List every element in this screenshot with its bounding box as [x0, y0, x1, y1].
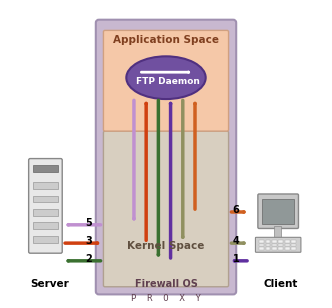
Bar	[262, 199, 294, 224]
Bar	[33, 222, 58, 229]
Text: Server: Server	[31, 279, 69, 289]
Text: 2: 2	[86, 254, 92, 264]
FancyBboxPatch shape	[258, 194, 298, 229]
Text: Application Space: Application Space	[113, 34, 219, 45]
Text: FTP Daemon: FTP Daemon	[135, 77, 200, 86]
FancyBboxPatch shape	[96, 20, 236, 294]
Bar	[272, 244, 277, 246]
Text: 5: 5	[86, 218, 92, 228]
Text: 1: 1	[233, 254, 240, 264]
Text: P  R  O  X  Y: P R O X Y	[131, 294, 201, 302]
Bar	[33, 165, 58, 172]
Bar	[266, 244, 270, 246]
Bar	[33, 182, 58, 189]
Bar	[274, 226, 281, 238]
Bar	[285, 247, 290, 250]
Bar	[33, 196, 58, 202]
Bar	[259, 240, 264, 243]
Bar	[278, 244, 283, 246]
Text: Client: Client	[263, 279, 298, 289]
Bar	[33, 236, 58, 242]
FancyBboxPatch shape	[255, 237, 301, 252]
Text: Firewall OS: Firewall OS	[134, 279, 198, 289]
Ellipse shape	[126, 56, 206, 99]
FancyBboxPatch shape	[104, 131, 228, 287]
Text: 4: 4	[233, 236, 240, 246]
Bar	[278, 247, 283, 250]
Bar	[285, 244, 290, 246]
Bar	[278, 240, 283, 243]
Bar	[291, 247, 296, 250]
Text: 3: 3	[86, 236, 92, 246]
Bar	[272, 240, 277, 243]
FancyBboxPatch shape	[29, 159, 62, 253]
Text: Kernel Space: Kernel Space	[127, 241, 205, 251]
Bar	[33, 209, 58, 216]
Bar	[259, 244, 264, 246]
Bar	[291, 244, 296, 246]
Text: 6: 6	[233, 205, 240, 215]
FancyBboxPatch shape	[104, 30, 228, 131]
Bar	[266, 240, 270, 243]
Bar	[291, 240, 296, 243]
Bar	[272, 247, 277, 250]
Bar	[285, 240, 290, 243]
Bar	[266, 247, 270, 250]
Bar	[259, 247, 264, 250]
